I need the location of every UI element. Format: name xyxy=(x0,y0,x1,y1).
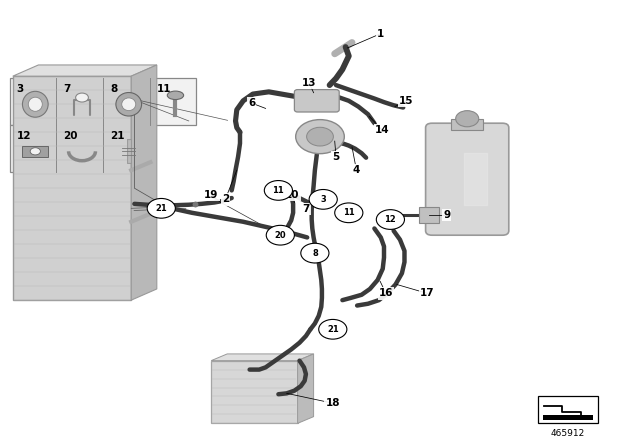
Polygon shape xyxy=(13,65,157,76)
Bar xyxy=(13,76,131,300)
Text: 2: 2 xyxy=(221,194,229,204)
Polygon shape xyxy=(211,354,314,361)
Polygon shape xyxy=(298,354,314,423)
Text: 13: 13 xyxy=(302,78,316,88)
Circle shape xyxy=(309,190,337,209)
Text: 8: 8 xyxy=(312,249,317,258)
Text: 7: 7 xyxy=(63,84,70,94)
Bar xyxy=(538,396,598,423)
Circle shape xyxy=(335,203,363,223)
Circle shape xyxy=(301,243,329,263)
Text: 3: 3 xyxy=(321,195,326,204)
Circle shape xyxy=(76,93,88,102)
Text: 5: 5 xyxy=(332,152,340,162)
Ellipse shape xyxy=(122,98,136,111)
Bar xyxy=(543,415,593,420)
Bar xyxy=(211,361,298,423)
Text: 10: 10 xyxy=(285,190,300,200)
Circle shape xyxy=(456,111,479,127)
Ellipse shape xyxy=(116,93,141,116)
Bar xyxy=(451,119,483,130)
Circle shape xyxy=(376,210,404,229)
Text: 21: 21 xyxy=(156,204,167,213)
Circle shape xyxy=(147,198,175,218)
Text: 17: 17 xyxy=(420,289,435,298)
FancyBboxPatch shape xyxy=(426,123,509,235)
Circle shape xyxy=(264,181,292,200)
Text: 11: 11 xyxy=(273,186,284,195)
Bar xyxy=(10,78,196,125)
Text: 6: 6 xyxy=(248,98,255,108)
Text: 21: 21 xyxy=(327,325,339,334)
Bar xyxy=(10,125,150,172)
Text: 8: 8 xyxy=(110,84,117,94)
Text: 19: 19 xyxy=(204,190,218,200)
Text: 15: 15 xyxy=(399,96,413,106)
Text: 21: 21 xyxy=(110,131,125,141)
Text: 11: 11 xyxy=(157,84,172,94)
Text: 4: 4 xyxy=(353,165,360,175)
FancyBboxPatch shape xyxy=(419,207,439,223)
Ellipse shape xyxy=(28,97,42,111)
Circle shape xyxy=(296,120,344,154)
Text: 7: 7 xyxy=(302,204,310,214)
Text: 3: 3 xyxy=(17,84,24,94)
Circle shape xyxy=(307,127,333,146)
Ellipse shape xyxy=(167,91,184,99)
Text: 20: 20 xyxy=(275,231,286,240)
Text: 12: 12 xyxy=(385,215,396,224)
Polygon shape xyxy=(131,65,157,300)
Bar xyxy=(22,146,48,157)
Text: 14: 14 xyxy=(375,125,389,135)
Circle shape xyxy=(319,319,347,339)
Text: 18: 18 xyxy=(326,398,340,408)
Ellipse shape xyxy=(22,91,48,117)
Text: 16: 16 xyxy=(379,289,393,298)
FancyBboxPatch shape xyxy=(294,90,339,112)
Text: 9: 9 xyxy=(443,210,451,220)
Text: 1: 1 xyxy=(377,29,385,39)
Text: 12: 12 xyxy=(17,131,31,141)
Circle shape xyxy=(266,225,294,245)
Text: 8: 8 xyxy=(312,250,319,259)
Text: 11: 11 xyxy=(343,208,355,217)
Circle shape xyxy=(30,148,40,155)
Text: 465912: 465912 xyxy=(551,429,585,438)
Text: 20: 20 xyxy=(63,131,78,141)
